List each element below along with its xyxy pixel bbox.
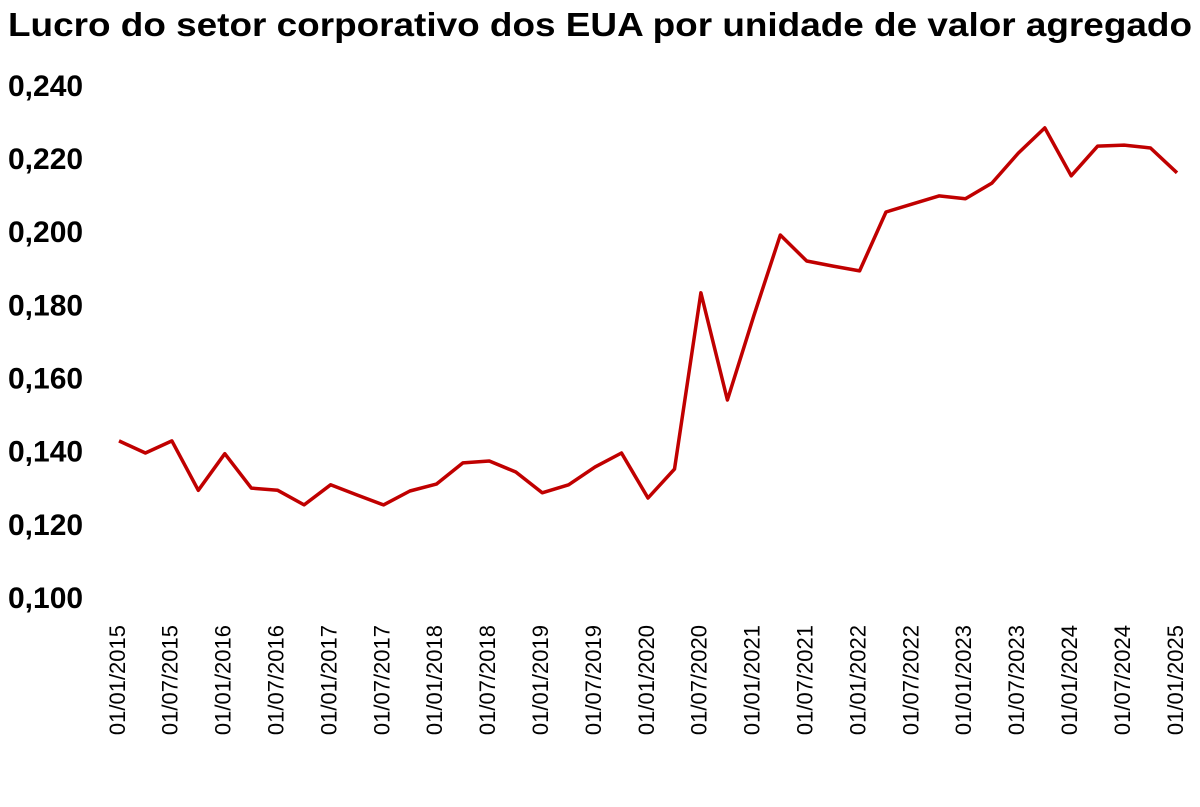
y-tick-label: 0,120 xyxy=(8,509,83,542)
x-tick-label: 01/01/2021 xyxy=(740,625,765,735)
x-tick-label: 01/01/2015 xyxy=(105,625,130,735)
y-tick-label: 0,180 xyxy=(8,289,83,322)
y-tick-label: 0,140 xyxy=(8,436,83,469)
x-tick-label: 01/01/2020 xyxy=(634,625,659,735)
x-tick-label: 01/07/2024 xyxy=(1110,625,1135,735)
y-tick-label: 0,240 xyxy=(8,70,83,103)
x-tick-label: 01/07/2018 xyxy=(475,625,500,735)
x-tick-label: 01/07/2015 xyxy=(158,625,183,735)
y-tick-label: 0,160 xyxy=(8,362,83,395)
y-tick-label: 0,220 xyxy=(8,143,83,176)
x-tick-label: 01/01/2017 xyxy=(316,625,341,735)
x-tick-label: 01/01/2024 xyxy=(1057,625,1082,735)
x-tick-label: 01/01/2019 xyxy=(528,625,553,735)
x-tick-label: 01/01/2022 xyxy=(845,625,870,735)
x-tick-label: 01/07/2020 xyxy=(687,625,712,735)
x-tick-label: 01/01/2018 xyxy=(422,625,447,735)
x-tick-label: 01/07/2017 xyxy=(369,625,394,735)
x-tick-label: 01/01/2023 xyxy=(951,625,976,735)
x-tick-label: 01/07/2021 xyxy=(793,625,818,735)
x-tick-label: 01/07/2023 xyxy=(1004,625,1029,735)
chart-title: Lucro do setor corporativo dos EUA por u… xyxy=(8,6,1192,43)
y-tick-label: 0,200 xyxy=(8,216,83,249)
y-tick-label: 0,100 xyxy=(8,582,83,615)
x-tick-label: 01/07/2016 xyxy=(264,625,289,735)
data-line xyxy=(118,126,1179,507)
x-tick-label: 01/07/2019 xyxy=(581,625,606,735)
x-tick-label: 01/01/2025 xyxy=(1163,625,1188,735)
x-tick-label: 01/07/2022 xyxy=(898,625,923,735)
x-tick-label: 01/01/2016 xyxy=(211,625,236,735)
